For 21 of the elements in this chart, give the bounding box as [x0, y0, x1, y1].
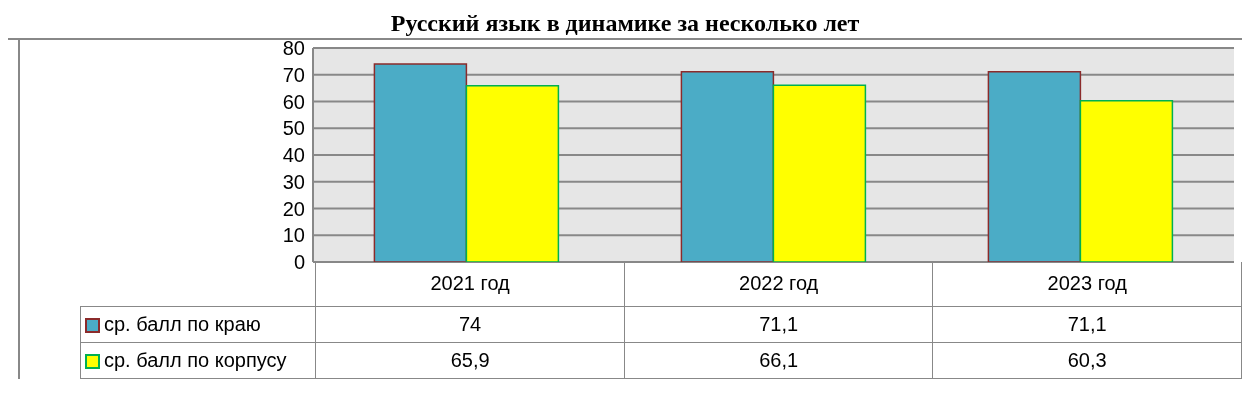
- x-tick-label: 2021 год: [315, 262, 625, 306]
- x-tick-label: 2022 год: [624, 262, 933, 306]
- data-label: 65,9: [315, 342, 625, 378]
- y-tick-label: 60: [282, 90, 305, 113]
- y-tick-label: 30: [282, 170, 305, 193]
- data-label: 66,1: [624, 342, 933, 378]
- y-tick-label: 70: [282, 63, 305, 86]
- data-label: 71,1: [932, 306, 1242, 342]
- data-label: 71,1: [624, 306, 933, 342]
- data-label: 74: [315, 306, 625, 342]
- legend-label: ср. балл по корпусу: [80, 342, 316, 378]
- y-tick-label: 20: [282, 197, 305, 220]
- y-tick-label: 0: [293, 251, 305, 274]
- y-tick-label: 10: [282, 224, 305, 247]
- y-tick-label: 50: [282, 117, 305, 140]
- data-label: 60,3: [932, 342, 1242, 378]
- x-tick-label: 2023 год: [932, 262, 1242, 306]
- y-tick-label: 40: [282, 144, 305, 167]
- legend-label: ср. балл по краю: [80, 306, 316, 342]
- chart-title: Русский язык в динамике за несколько лет: [389, 9, 861, 38]
- y-tick-label: 80: [282, 37, 305, 60]
